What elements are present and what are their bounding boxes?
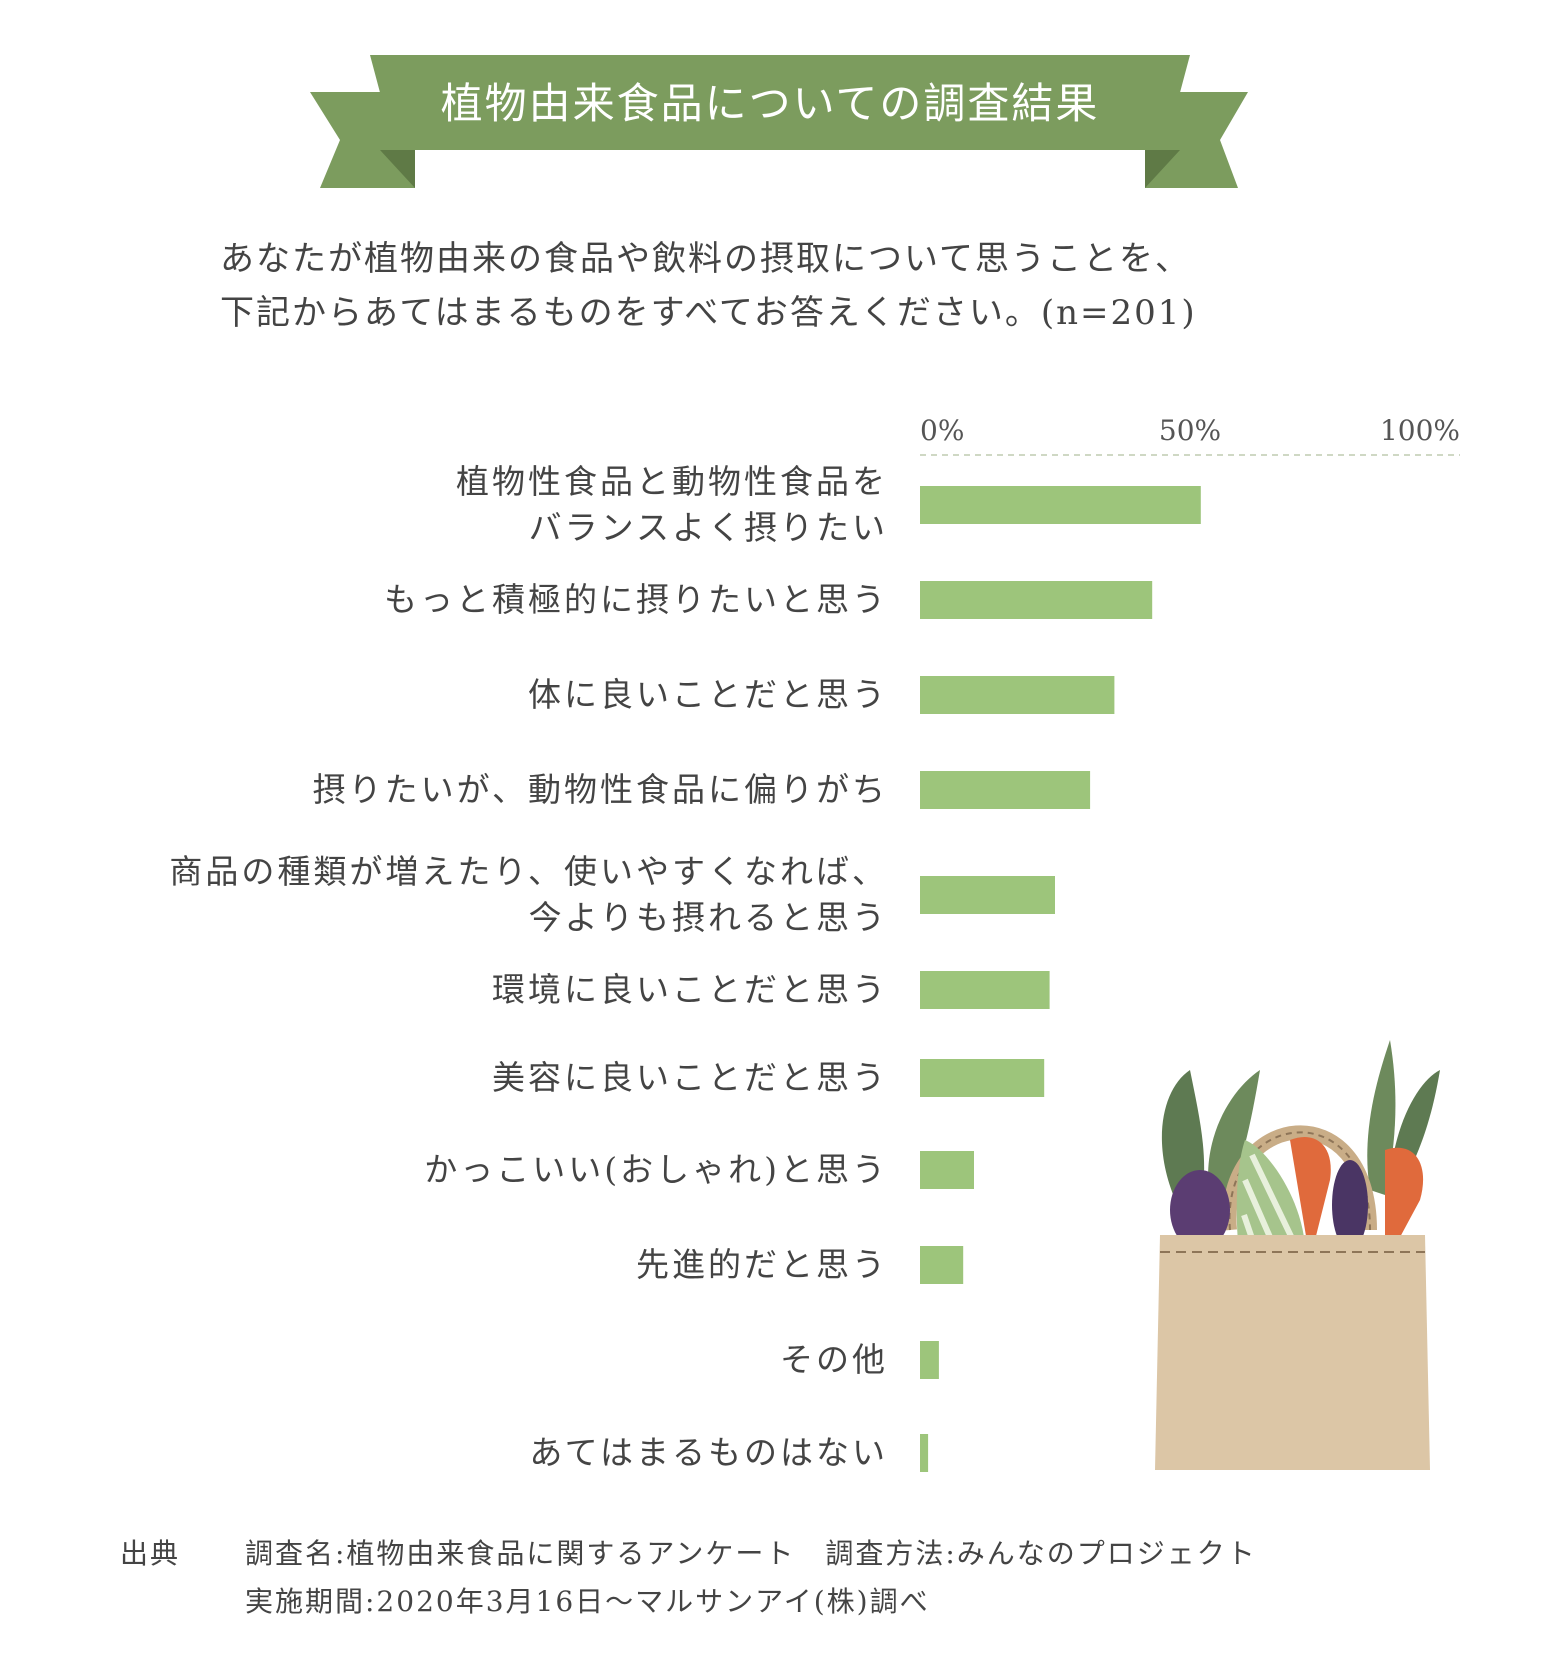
category-label: 摂りたいが、動物性食品に偏りがち [313, 770, 888, 809]
question-line-1: あなたが植物由来の食品や飲料の摂取について思うことを、 [220, 239, 1191, 279]
source-label: 出典 [120, 1537, 181, 1570]
category-label: 美容に良いことだと思う [492, 1058, 888, 1097]
category-label: あてはまるものはない [529, 1433, 888, 1472]
source-line-1: 調査名:植物由来食品に関するアンケート 調査方法:みんなのプロジェクト [245, 1537, 1257, 1570]
banner-right-fold [1145, 150, 1180, 188]
bar [920, 771, 1091, 809]
source-note: 出典 調査名:植物由来食品に関するアンケート 調査方法:みんなのプロジェクト 実施… [120, 1530, 1450, 1626]
bar [920, 1151, 974, 1189]
banner-title: 植物由来食品についての調査結果 [440, 78, 1100, 128]
survey-question: あなたが植物由来の食品や飲料の摂取について思うことを、 下記からあてはまるものを… [220, 232, 1350, 340]
vegetable-bag-icon [1155, 1040, 1440, 1470]
bar [920, 676, 1115, 714]
source-line-2: 実施期間:2020年3月16日〜マルサンアイ(株)調べ [245, 1585, 930, 1618]
category-label: その他 [780, 1340, 888, 1379]
bar [920, 1341, 939, 1379]
category-label: 今よりも摂れると思う [529, 898, 888, 937]
category-label: 植物性食品と動物性食品を [456, 462, 888, 501]
banner-left-fold [380, 150, 415, 188]
title-banner [310, 55, 1248, 188]
category-label: 先進的だと思う [636, 1245, 888, 1284]
category-label: かっこいい(おしゃれ)と思う [424, 1150, 888, 1189]
category-label: もっと積極的に摂りたいと思う [384, 580, 888, 619]
bar [920, 1434, 929, 1472]
x-tick-label: 50% [1159, 414, 1221, 447]
banner-main [370, 55, 1190, 150]
category-label: 商品の種類が増えたり、使いやすくなれば、 [169, 852, 888, 891]
bar [920, 486, 1201, 524]
bar [920, 971, 1050, 1009]
category-label: バランスよく摂りたい [529, 508, 888, 547]
bar-chart: 0% 50% 100% 植物性食品と動物性食品をバランスよく摂りたいもっと積極的に摂… [169, 414, 1460, 1472]
x-tick-label: 100% [1380, 414, 1460, 447]
x-tick-label: 0% [920, 414, 964, 447]
bar [920, 1059, 1045, 1097]
category-label: 環境に良いことだと思う [492, 970, 888, 1009]
question-line-2: 下記からあてはまるものをすべてお答えください。(n=201) [220, 293, 1197, 333]
bar [920, 876, 1055, 914]
bar [920, 581, 1153, 619]
bar [920, 1246, 964, 1284]
category-label: 体に良いことだと思う [528, 675, 888, 714]
